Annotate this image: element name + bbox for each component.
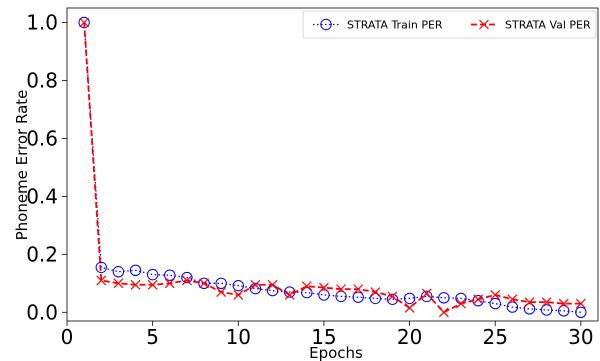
train-point: [352, 291, 364, 303]
y-tick-label: 0.6: [26, 126, 58, 150]
val-point: [541, 297, 552, 308]
train-point: [489, 297, 501, 310]
legend-entry: STRATA Val PER: [471, 19, 591, 32]
train-point: [112, 266, 125, 278]
train-point: [215, 277, 227, 290]
val-point: [233, 289, 244, 300]
y-tick-label: 0.4: [26, 184, 58, 208]
plot-frame: [66, 7, 599, 322]
train-point: [266, 284, 279, 297]
val-point: [370, 287, 381, 297]
train-point: [558, 305, 570, 317]
x-tick-label: 15: [311, 325, 336, 349]
val-point: [96, 275, 107, 286]
train-point: [232, 279, 244, 292]
val-point: [473, 294, 484, 305]
x-tick-label: 10: [226, 325, 251, 349]
val-point: [113, 278, 124, 289]
legend-box: [302, 10, 597, 39]
val-point: [490, 289, 501, 300]
train-point: [301, 286, 313, 299]
train-point: [575, 306, 587, 319]
train-point: [421, 290, 433, 303]
series-line-2: [83, 22, 581, 314]
series-line-1: [83, 22, 581, 313]
train-point: [403, 292, 416, 305]
val-point: [164, 278, 175, 289]
legend-entry: STRATA Train PER: [313, 19, 443, 32]
train-point: [129, 264, 142, 276]
val-point: [558, 298, 569, 309]
train-point: [198, 277, 210, 290]
x-tick-label: 25: [482, 325, 507, 349]
y-tick-label: 0.2: [26, 242, 58, 266]
legend-label: STRATA Train PER: [347, 19, 443, 32]
val-point: [181, 275, 192, 286]
train-point: [438, 292, 450, 304]
val-point: [336, 284, 346, 295]
val-point: [507, 294, 518, 305]
val-point: [319, 282, 329, 293]
val-point: [284, 289, 295, 300]
val-point: [353, 284, 364, 295]
x-tick-label: 0: [61, 325, 74, 349]
x-tick-label: 5: [146, 325, 159, 349]
train-point: [146, 268, 159, 281]
val-point: [250, 279, 261, 290]
legend-label: STRATA Val PER: [505, 19, 591, 32]
val-point: [387, 291, 398, 302]
y-tick-label: 0.0: [26, 300, 58, 324]
val-point: [524, 297, 535, 308]
y-tick-label: 1.0: [26, 10, 58, 34]
x-tick-label: 30: [568, 325, 593, 349]
train-point: [181, 271, 193, 284]
val-point: [301, 281, 312, 292]
axes-layer: 0 5 10 15 20 25 30 0.0 0.2 0.4 0.6 0.8 1.0: [26, 7, 599, 349]
val-point: [575, 298, 586, 309]
val-point: [456, 298, 466, 309]
train-point: [506, 301, 519, 313]
val-point: [421, 288, 432, 299]
val-point: [216, 287, 227, 297]
train-point: [95, 261, 107, 274]
y-axis-label: Phoneme Error Rate: [13, 90, 31, 241]
train-point: [249, 282, 262, 295]
train-point: [540, 304, 553, 316]
val-point: [267, 279, 278, 290]
val-point: [79, 17, 90, 28]
train-point: [164, 269, 176, 281]
val-point: [404, 303, 415, 313]
y-tick-label: 0.8: [26, 68, 58, 92]
series-layer: [78, 16, 587, 319]
x-tick-label: 20: [397, 325, 422, 349]
legend-x-marker: [479, 19, 489, 30]
train-point: [335, 290, 347, 303]
val-point: [438, 307, 449, 318]
train-point: [523, 303, 536, 315]
legend-circle-marker: [320, 18, 332, 31]
legend: STRATA Train PER STRATA Val PER: [302, 10, 597, 39]
val-point: [199, 278, 209, 289]
x-axis-label: Epochs: [309, 344, 363, 361]
train-point: [369, 292, 382, 305]
val-point: [147, 279, 158, 290]
train-point: [318, 289, 330, 301]
val-point: [130, 279, 141, 290]
